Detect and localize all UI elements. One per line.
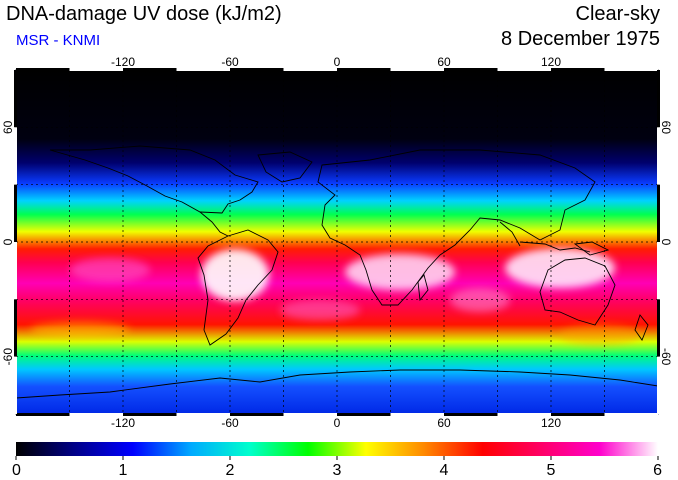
frame-tick-bottom [176, 413, 230, 416]
lon-tick-label: 0 [334, 55, 341, 69]
frame-tick-left [14, 356, 17, 414]
frame-tick-top [230, 68, 284, 71]
sky-condition-label: Clear-sky [575, 3, 660, 25]
frame-tick-top [123, 68, 177, 71]
frame-tick-top [176, 68, 230, 71]
frame-tick-top [444, 68, 498, 71]
colorbar [16, 442, 658, 456]
coast-south-america [197, 229, 279, 346]
coast-central-america [199, 211, 229, 237]
frame-tick-left [14, 242, 17, 300]
coast-new-zealand [634, 314, 649, 341]
lon-tick-label: 120 [541, 55, 561, 69]
lon-tick-label: 0 [334, 416, 341, 430]
coast-greenland [257, 151, 313, 183]
colorbar-tick-label: 5 [547, 462, 556, 479]
frame-tick-bottom [604, 413, 658, 416]
coastlines [16, 145, 658, 399]
frame-tick-right [657, 356, 660, 414]
lat-tick-label: -60 [1, 348, 15, 366]
frame-tick-left [14, 127, 17, 185]
frame-tick-bottom [283, 413, 337, 416]
frame-tick-bottom [390, 413, 444, 416]
coast-madagascar [417, 274, 429, 302]
lon-tick-label: 120 [541, 416, 561, 430]
frame-tick-top [604, 68, 658, 71]
graticule [16, 70, 658, 414]
frame-tick-top [390, 68, 444, 71]
colorbar-tick-label: 4 [440, 462, 449, 479]
colorbar-tick-label: 0 [12, 462, 21, 479]
date-label: 8 December 1975 [501, 28, 660, 50]
coast-north-america [49, 145, 259, 214]
frame-tick-bottom [497, 413, 551, 416]
frame-tick-left [14, 299, 17, 357]
colorbar-tick-label: 3 [333, 462, 342, 479]
frame-tick-right [657, 70, 660, 128]
frame-tick-top [283, 68, 337, 71]
frame-tick-bottom [69, 413, 123, 416]
colorbar-tick-label: 6 [653, 462, 662, 479]
frame-tick-bottom [230, 413, 284, 416]
frame-tick-top [497, 68, 551, 71]
lon-tick-label: -60 [221, 55, 239, 69]
lat-tick-label: 60 [659, 121, 673, 135]
frame-tick-right [657, 299, 660, 357]
coast-southeast-asia [499, 221, 521, 247]
credit-label: MSR - KNMI [16, 32, 101, 49]
frame-tick-top [69, 68, 123, 71]
map-title: DNA-damage UV dose (kJ/m2) [6, 3, 282, 25]
lon-tick-label: 60 [437, 416, 451, 430]
lat-tick-label: 60 [1, 120, 15, 134]
frame-tick-top [551, 68, 605, 71]
frame-tick-bottom [337, 413, 391, 416]
lat-tick-label: 0 [659, 239, 673, 246]
coast-antarctica [16, 369, 658, 399]
lon-tick-label: -120 [111, 55, 135, 69]
coast-new-guinea [573, 241, 610, 256]
frame-tick-right [657, 242, 660, 300]
colorbar-labels: 0 1 2 3 4 5 6 [12, 456, 662, 479]
frame-tick-left [14, 184, 17, 242]
frame-tick-right [657, 184, 660, 242]
lon-tick-label: -120 [111, 416, 135, 430]
lat-labels-left: 60 0 -60 [1, 120, 15, 365]
lat-labels-right: 60 0 -60 [659, 121, 673, 366]
lat-tick-label: 0 [1, 238, 15, 245]
frame-tick-bottom [123, 413, 177, 416]
lon-labels-bottom: -120 -60 0 60 120 [111, 416, 561, 430]
frame-tick-top [337, 68, 391, 71]
frame-tick-bottom [16, 413, 70, 416]
lon-tick-label: -60 [221, 416, 239, 430]
frame-tick-bottom [551, 413, 605, 416]
lon-tick-label: 60 [437, 55, 451, 69]
coast-indonesia [519, 241, 591, 253]
frame-ticks [14, 68, 660, 416]
frame-tick-left [14, 70, 17, 128]
frame-tick-right [657, 127, 660, 185]
frame-tick-bottom [444, 413, 498, 416]
frame-tick-top [16, 68, 70, 71]
coast-australia [539, 257, 616, 326]
colorbar-tick-label: 1 [119, 462, 128, 479]
colorbar-tick-label: 2 [226, 462, 235, 479]
lat-tick-label: -60 [659, 348, 673, 366]
lon-labels-top: -120 -60 0 60 120 [111, 55, 561, 69]
coast-africa-eurasia [317, 149, 596, 306]
